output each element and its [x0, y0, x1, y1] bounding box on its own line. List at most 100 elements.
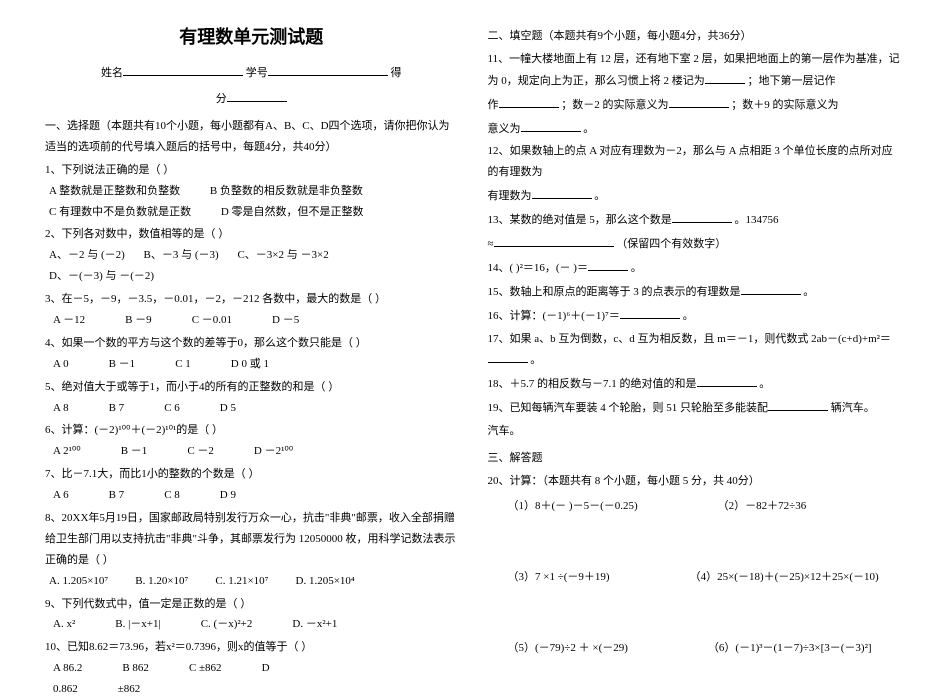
q10-opts2: 0.862 ±862 [45, 679, 458, 700]
q17: 17、如果 a、b 互为倒数，c、d 互为相反数，且 m＝－1，则代数式 2ab… [488, 329, 901, 372]
q20-i3: （3）7 ×1 ÷(－9＋19) [508, 567, 610, 588]
exam-title: 有理数单元测试题 [45, 20, 458, 54]
q1-b: B 负整数的相反数就是非负整数 [210, 181, 363, 202]
q9-c: C. (－x)²+2 [201, 614, 253, 635]
q10: 10、已知8.62＝73.96，若x²＝0.7396，则x的值等于（ ） [45, 637, 458, 658]
q10-b: B 862 [122, 658, 149, 679]
q11-text: 11、一幢大楼地面上有 12 层，还有地下室 2 层，如果把地面上的第一层作为基… [488, 53, 900, 87]
q11-line2: 作 ；数－2 的实际意义为 ；数＋9 的实际意义为 [488, 94, 901, 116]
q7-a: A 6 [53, 485, 69, 506]
q9-b: B. |－x+1| [115, 614, 160, 635]
id-blank [268, 62, 388, 76]
q4-c: C 1 [175, 354, 191, 375]
q10-opts: A 86.2 B 862 C ±862 D [45, 658, 458, 679]
q1-a: A 整数就是正整数和负整数 [49, 181, 180, 202]
q12-b: 。 [594, 190, 605, 202]
q12-blank [532, 185, 592, 199]
q20-i6: （6）(－1)³－(1－7)÷3×[3－(－3)²] [708, 638, 872, 659]
q11-d: ；数＋9 的实际意义为 [731, 99, 838, 111]
q4-a: A 0 [53, 354, 69, 375]
q7-opts: A 6 B 7 C 8 D 9 [45, 485, 458, 506]
q8-b: B. 1.20×10⁷ [135, 571, 188, 592]
q18-blank [697, 373, 757, 387]
q16-b: 。 [683, 310, 694, 322]
q14-blank [588, 257, 628, 271]
q12: 12、如果数轴上的点 A 对应有理数为－2，那么与 A 点相距 3 个单位长度的… [488, 141, 901, 183]
q20-i2: （2）－82＋72÷36 [718, 496, 807, 517]
q6: 6、计算：(－2)¹⁰⁰＋(－2)¹⁰¹的是（ ） [45, 420, 458, 441]
q20-i1: （1）8＋(－ )－5－(－0.25) [508, 496, 638, 517]
q5-a: A 8 [53, 398, 69, 419]
q2-c: C、－3×2 与 －3×2 [237, 245, 328, 266]
q5: 5、绝对值大于或等于1，而小于4的所有的正整数的和是（ ） [45, 377, 458, 398]
q6-c: C －2 [187, 441, 214, 462]
q3-c: C －0.01 [192, 310, 232, 331]
q18-text: 18、＋5.7 的相反数与－7.1 的绝对值的和是 [488, 378, 697, 390]
q11-c: ；数－2 的实际意义为 [561, 99, 668, 111]
q3-d: D －5 [272, 310, 299, 331]
q14-b: 。 [631, 262, 642, 274]
q16: 16、计算：(－1)⁶＋(－1)⁷＝ 。 [488, 305, 901, 327]
q9-d: D. －x²+1 [292, 614, 337, 635]
q13-blank1 [672, 209, 732, 223]
q16-blank [620, 305, 680, 319]
q17-blank [488, 349, 528, 363]
q8: 8、20XX年5月19日，国家邮政局特别发行万众一心，抗击"非典"邮票，收入全部… [45, 508, 458, 571]
q8-c: C. 1.21×10⁷ [215, 571, 268, 592]
q16-text: 16、计算：(－1)⁶＋(－1)⁷＝ [488, 310, 620, 322]
score-label2: 分 [216, 93, 227, 105]
q15-blank [741, 281, 801, 295]
q13-b: 。134756 [735, 214, 779, 226]
q5-d: D 5 [220, 398, 236, 419]
q3: 3、在－5，－9，－3.5，－0.01，－2，－212 各数中，最大的数是（ ） [45, 289, 458, 310]
q10-d: D [262, 658, 270, 679]
q13-line2: ≈ （保留四个有效数字） [488, 233, 901, 255]
section3-head: 三、解答题 [488, 448, 901, 469]
q2: 2、下列各对数中，数值相等的是（ ） [45, 224, 458, 245]
q20-i4: （4）25×(－18)＋(－25)×12＋25×(－10) [690, 567, 879, 588]
q1-opts-row1: A 整数就是正整数和负整数 B 负整数的相反数就是非负整数 [45, 181, 458, 202]
q1-d: D 零是自然数，但不是正整数 [221, 202, 364, 223]
section1-head: 一、选择题（本题共有10个小题，每小题都有A、B、C、D四个选项，请你把你认为适… [45, 116, 458, 158]
right-column: 二、填空题（本题共有9个小题，每小题4分，共36分） 11、一幢大楼地面上有 1… [473, 20, 916, 648]
q11-b: ；地下第一层记作 [748, 75, 836, 87]
q2-d: D、－(－3) 与 －(－2) [49, 266, 154, 287]
q3-a: A －12 [53, 310, 85, 331]
q7: 7、比－7.1大，而比1小的整数的个数是（ ） [45, 464, 458, 485]
q15: 15、数轴上和原点的距离等于 3 的点表示的有理数是 。 [488, 281, 901, 303]
q9: 9、下列代数式中，值一定是正数的是（ ） [45, 594, 458, 615]
q19: 19、已知每辆汽车要装 4 个轮胎，则 51 只轮胎至多能装配 辆汽车。 [488, 397, 901, 419]
q6-opts: A 2¹⁰⁰ B －1 C －2 D －2¹⁰⁰ [45, 441, 458, 462]
q7-d: D 9 [220, 485, 236, 506]
q20-row1: （1）8＋(－ )－5－(－0.25) （2）－82＋72÷36 [488, 496, 901, 517]
q10-a: A 86.2 [53, 658, 82, 679]
q10-e: 0.862 [53, 679, 78, 700]
q11-blank3 [669, 94, 729, 108]
q15-text: 15、数轴上和原点的距离等于 3 的点表示的有理数是 [488, 286, 741, 298]
q9-opts: A. x² B. |－x+1| C. (－x)²+2 D. －x²+1 [45, 614, 458, 635]
q14-text: 14、( )²＝16，(－ )＝ [488, 262, 588, 274]
q10-c: C ±862 [189, 658, 222, 679]
q10-f: ±862 [118, 679, 141, 700]
q20-i5: （5）(－79)÷2 ＋ ×(－29) [508, 638, 628, 659]
q14: 14、( )²＝16，(－ )＝ 。 [488, 257, 901, 279]
q20: 20、计算：（本题共有 8 个小题，每小题 5 分，共 40分） [488, 471, 901, 492]
q11-e: 。 [583, 123, 594, 135]
q11: 11、一幢大楼地面上有 12 层，还有地下室 2 层，如果把地面上的第一层作为基… [488, 49, 901, 92]
q13-blank2 [494, 233, 614, 247]
name-label: 姓名 [101, 67, 123, 79]
section2-head: 二、填空题（本题共有9个小题，每小题4分，共36分） [488, 26, 901, 47]
q7-b: B 7 [109, 485, 125, 506]
student-info-line: 姓名 学号 得 [45, 62, 458, 84]
q2-a: A、－2 与 (－2) [49, 245, 125, 266]
id-label: 学号 [246, 67, 268, 79]
q18-b: 。 [759, 378, 770, 390]
q4-opts: A 0 B －1 C 1 D 0 或 1 [45, 354, 458, 375]
q17-text: 17、如果 a、b 互为倒数，c、d 互为相反数，且 m＝－1，则代数式 2ab… [488, 333, 891, 345]
q12-line2: 有理数为 。 [488, 185, 901, 207]
q6-d: D －2¹⁰⁰ [254, 441, 293, 462]
q19-text: 19、已知每辆汽车要装 4 个轮胎，则 51 只轮胎至多能装配 [488, 402, 769, 414]
q8-opts: A. 1.205×10⁷ B. 1.20×10⁷ C. 1.21×10⁷ D. … [45, 571, 458, 592]
q11-blank1 [705, 70, 745, 84]
q15-b: 。 [803, 286, 814, 298]
